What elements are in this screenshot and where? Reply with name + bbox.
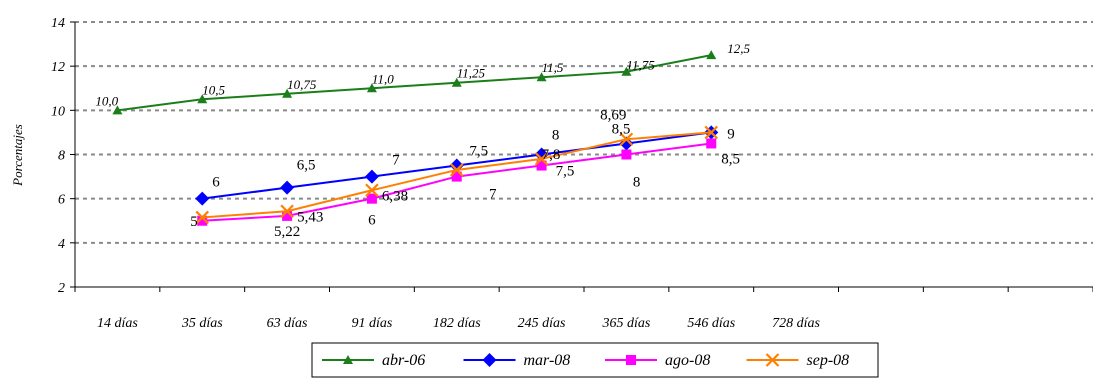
data-point bbox=[449, 163, 464, 177]
data-label: 5,43 bbox=[297, 209, 323, 225]
x-tick-label: 182 días bbox=[433, 316, 481, 331]
data-label: 8,69 bbox=[600, 107, 626, 123]
series-line bbox=[117, 54, 712, 112]
data-label: 8,5 bbox=[612, 121, 631, 137]
data-label: 10,0 bbox=[95, 93, 118, 108]
data-point bbox=[536, 72, 547, 82]
legend-label: abr-06 bbox=[382, 352, 425, 369]
data-label: 11,75 bbox=[626, 58, 655, 73]
y-tick-label: 6 bbox=[58, 193, 65, 208]
data-point bbox=[343, 355, 353, 364]
y-tick-label: 10 bbox=[51, 104, 65, 119]
data-point bbox=[197, 215, 208, 226]
data-point bbox=[364, 169, 379, 184]
axes bbox=[74, 22, 1093, 292]
grid-lines bbox=[75, 21, 1093, 244]
data-point bbox=[280, 180, 295, 195]
data-label: 7,5 bbox=[469, 144, 488, 160]
y-tick-label: 12 bbox=[51, 60, 65, 75]
data-label: 5,22 bbox=[274, 224, 300, 240]
data-point bbox=[626, 355, 636, 365]
data-label: 8,5 bbox=[721, 151, 740, 167]
data-point bbox=[706, 138, 717, 149]
data-point bbox=[765, 353, 780, 367]
data-point bbox=[482, 353, 497, 367]
data-label: 7,8 bbox=[542, 147, 561, 163]
series-group bbox=[112, 50, 719, 226]
data-point bbox=[706, 50, 717, 60]
data-label: 7,5 bbox=[556, 164, 575, 180]
series-abr-06 bbox=[112, 50, 717, 115]
data-point bbox=[534, 152, 549, 166]
legend-item-abr-06: abr-06 bbox=[322, 352, 425, 369]
legend: abr-06 mar-08 ago-08 sep-08 bbox=[311, 342, 879, 378]
data-point bbox=[195, 191, 210, 206]
data-label: 6 bbox=[368, 213, 376, 229]
x-tick-label: 91 días bbox=[351, 316, 392, 331]
data-label: 10,75 bbox=[287, 77, 317, 92]
y-tick-label: 8 bbox=[58, 149, 65, 164]
data-point bbox=[366, 83, 377, 93]
data-point bbox=[280, 204, 294, 219]
y-tick-label: 4 bbox=[58, 237, 65, 252]
data-label: 8 bbox=[552, 128, 560, 144]
data-point bbox=[282, 88, 293, 98]
x-tick-label: 728 días bbox=[772, 316, 820, 331]
data-label: 5 bbox=[190, 214, 198, 230]
data-labels: 10,0 10,5 10,75 11,0 11,25 11,5 11,75 12,5 6 6,5 7… bbox=[95, 41, 750, 240]
data-point bbox=[112, 105, 123, 115]
data-point bbox=[451, 77, 462, 87]
data-label: 6,5 bbox=[297, 158, 316, 174]
y-tick-label: 2 bbox=[58, 281, 65, 296]
data-label: 11,5 bbox=[542, 60, 564, 75]
data-label: 11,25 bbox=[457, 66, 486, 81]
x-tick-label: 365 días bbox=[601, 316, 650, 331]
data-point bbox=[621, 149, 632, 160]
series-ago-08 bbox=[197, 138, 717, 226]
data-label: 7 bbox=[392, 153, 400, 169]
x-tick-label: 63 días bbox=[267, 316, 308, 331]
data-label: 10,5 bbox=[202, 82, 225, 97]
data-label: 6,38 bbox=[382, 188, 408, 204]
x-axis-ticks: 14 días 35 días 63 días 91 días 182 días 245 … bbox=[97, 316, 821, 331]
data-label: 6 bbox=[212, 175, 220, 191]
data-point bbox=[365, 183, 379, 198]
y-axis-ticks: 2 4 6 8 10 12 14 bbox=[51, 16, 75, 296]
legend-label: ago-08 bbox=[665, 352, 710, 369]
data-point bbox=[197, 94, 208, 104]
y-axis-label: Porcentajes bbox=[10, 124, 25, 187]
data-point bbox=[704, 125, 719, 140]
x-tick-label: 546 días bbox=[687, 316, 735, 331]
data-point bbox=[621, 66, 632, 76]
x-tick-label: 245 días bbox=[518, 316, 566, 331]
legend-item-ago-08: ago-08 bbox=[605, 352, 710, 369]
data-label: 7 bbox=[489, 187, 497, 203]
legend-item-mar-08: mar-08 bbox=[463, 352, 571, 369]
series-sep-08 bbox=[195, 125, 719, 225]
data-point bbox=[366, 193, 377, 204]
data-point bbox=[536, 160, 547, 171]
legend-label: mar-08 bbox=[524, 352, 571, 369]
data-label: 9 bbox=[727, 126, 735, 142]
data-point bbox=[619, 132, 634, 147]
y-tick-label: 14 bbox=[51, 16, 65, 31]
data-point bbox=[195, 210, 210, 225]
data-label: 12,5 bbox=[727, 41, 750, 56]
legend-item-sep-08: sep-08 bbox=[746, 352, 850, 369]
legend-label: sep-08 bbox=[807, 352, 850, 369]
x-tick-label: 35 días bbox=[181, 316, 223, 331]
data-label: 8 bbox=[633, 175, 641, 191]
data-point bbox=[282, 210, 293, 221]
x-tick-label: 14 días bbox=[97, 316, 138, 331]
data-label: 11,0 bbox=[372, 71, 394, 86]
data-point bbox=[451, 171, 462, 182]
